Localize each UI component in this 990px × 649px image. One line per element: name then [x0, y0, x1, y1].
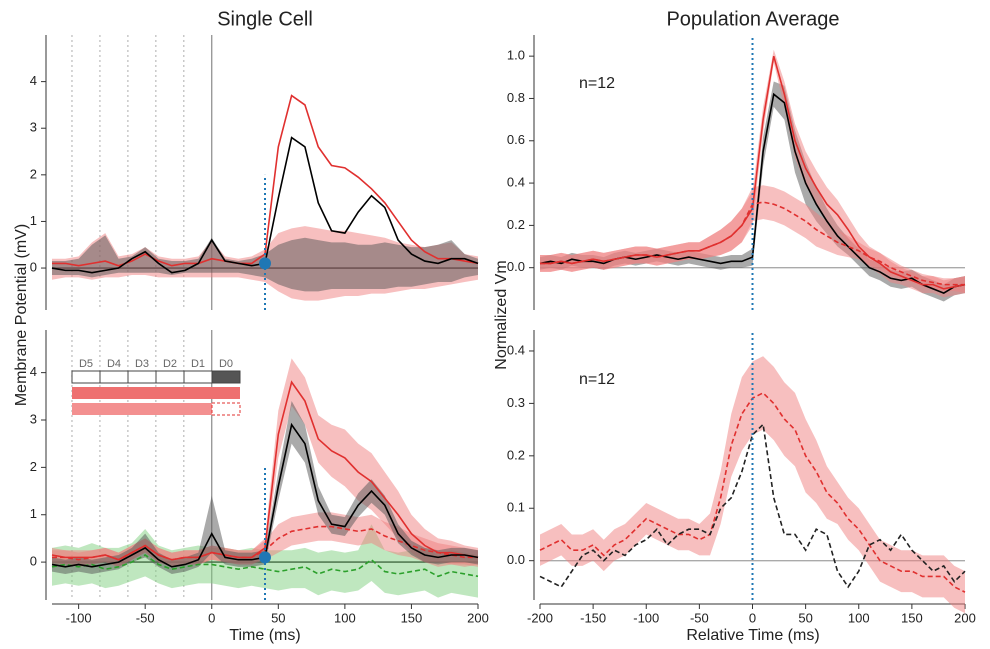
x-tick-label: 200	[954, 610, 976, 625]
marker-point	[259, 257, 271, 270]
y-tick-label: 4	[30, 364, 37, 379]
panel-title: Population Average	[666, 8, 839, 30]
y-tick-label: 0.4	[507, 342, 525, 357]
inset-bar	[72, 387, 240, 399]
y-tick-label: 0.8	[507, 90, 525, 105]
y-tick-label: 0.0	[507, 259, 525, 274]
y-tick-label: 0.1	[507, 500, 525, 515]
y-tick-label: 1	[30, 213, 37, 228]
x-tick-label: 150	[901, 610, 923, 625]
y-tick-label: 1	[30, 506, 37, 521]
inset-box	[211, 370, 241, 384]
inset-label: D5	[79, 358, 93, 370]
x-tick-label: -50	[136, 610, 155, 625]
inset-bar	[72, 403, 212, 415]
y-tick-label: 0	[30, 259, 37, 274]
x-axis-label: Time (ms)	[229, 627, 300, 644]
y-tick-label: 3	[30, 120, 37, 135]
inset-bar-dashed	[211, 402, 241, 416]
y-tick-label: 0.0	[507, 552, 525, 567]
x-tick-label: -100	[66, 610, 92, 625]
y-tick-label: 0.2	[507, 447, 525, 462]
x-tick-label: 200	[467, 610, 489, 625]
series-line	[52, 94, 479, 267]
y-tick-label: 0	[30, 554, 37, 569]
inset-box	[71, 370, 101, 384]
y-axis-label: Normalized Vm	[493, 260, 510, 369]
x-axis-label: Relative Time (ms)	[686, 627, 819, 644]
inset-box	[127, 370, 157, 384]
inset-label: D2	[163, 358, 177, 370]
inset-label: D0	[219, 358, 233, 370]
inset-box	[99, 370, 129, 384]
error-band	[52, 358, 478, 567]
y-tick-label: 0.3	[507, 395, 525, 410]
y-tick-label: 3	[30, 411, 37, 426]
error-band	[540, 49, 965, 298]
x-tick-label: -50	[690, 610, 709, 625]
y-axis-label: Membrane Potential (mV)	[13, 224, 30, 406]
x-tick-label: 0	[749, 610, 756, 625]
series-line	[51, 380, 479, 561]
inset-box	[155, 370, 185, 384]
x-tick-label: -200	[527, 610, 553, 625]
y-tick-label: 2	[30, 166, 37, 181]
inset-box	[183, 370, 213, 384]
x-tick-label: -100	[633, 610, 659, 625]
x-tick-label: 50	[271, 610, 285, 625]
x-tick-label: 150	[401, 610, 423, 625]
y-tick-label: 4	[30, 73, 37, 88]
inset-label: D1	[191, 358, 205, 370]
x-tick-label: -150	[580, 610, 606, 625]
marker-point	[259, 551, 271, 564]
y-tick-label: 1.0	[507, 48, 525, 63]
y-tick-label: 2	[30, 459, 37, 474]
x-tick-label: 100	[848, 610, 870, 625]
error-band	[540, 356, 965, 614]
y-tick-label: 0.6	[507, 132, 525, 147]
x-tick-label: 100	[334, 610, 356, 625]
inset-label: D3	[135, 358, 149, 370]
series-line	[51, 554, 479, 578]
inset-label: D4	[107, 358, 121, 370]
x-tick-label: 50	[798, 610, 812, 625]
annotation: n=12	[579, 371, 615, 388]
x-tick-label: 0	[208, 610, 215, 625]
y-tick-label: 0.2	[507, 217, 525, 232]
y-tick-label: 0.4	[507, 175, 525, 190]
panel-title: Single Cell	[217, 8, 313, 30]
annotation: n=12	[579, 75, 615, 92]
series-line	[539, 422, 966, 589]
